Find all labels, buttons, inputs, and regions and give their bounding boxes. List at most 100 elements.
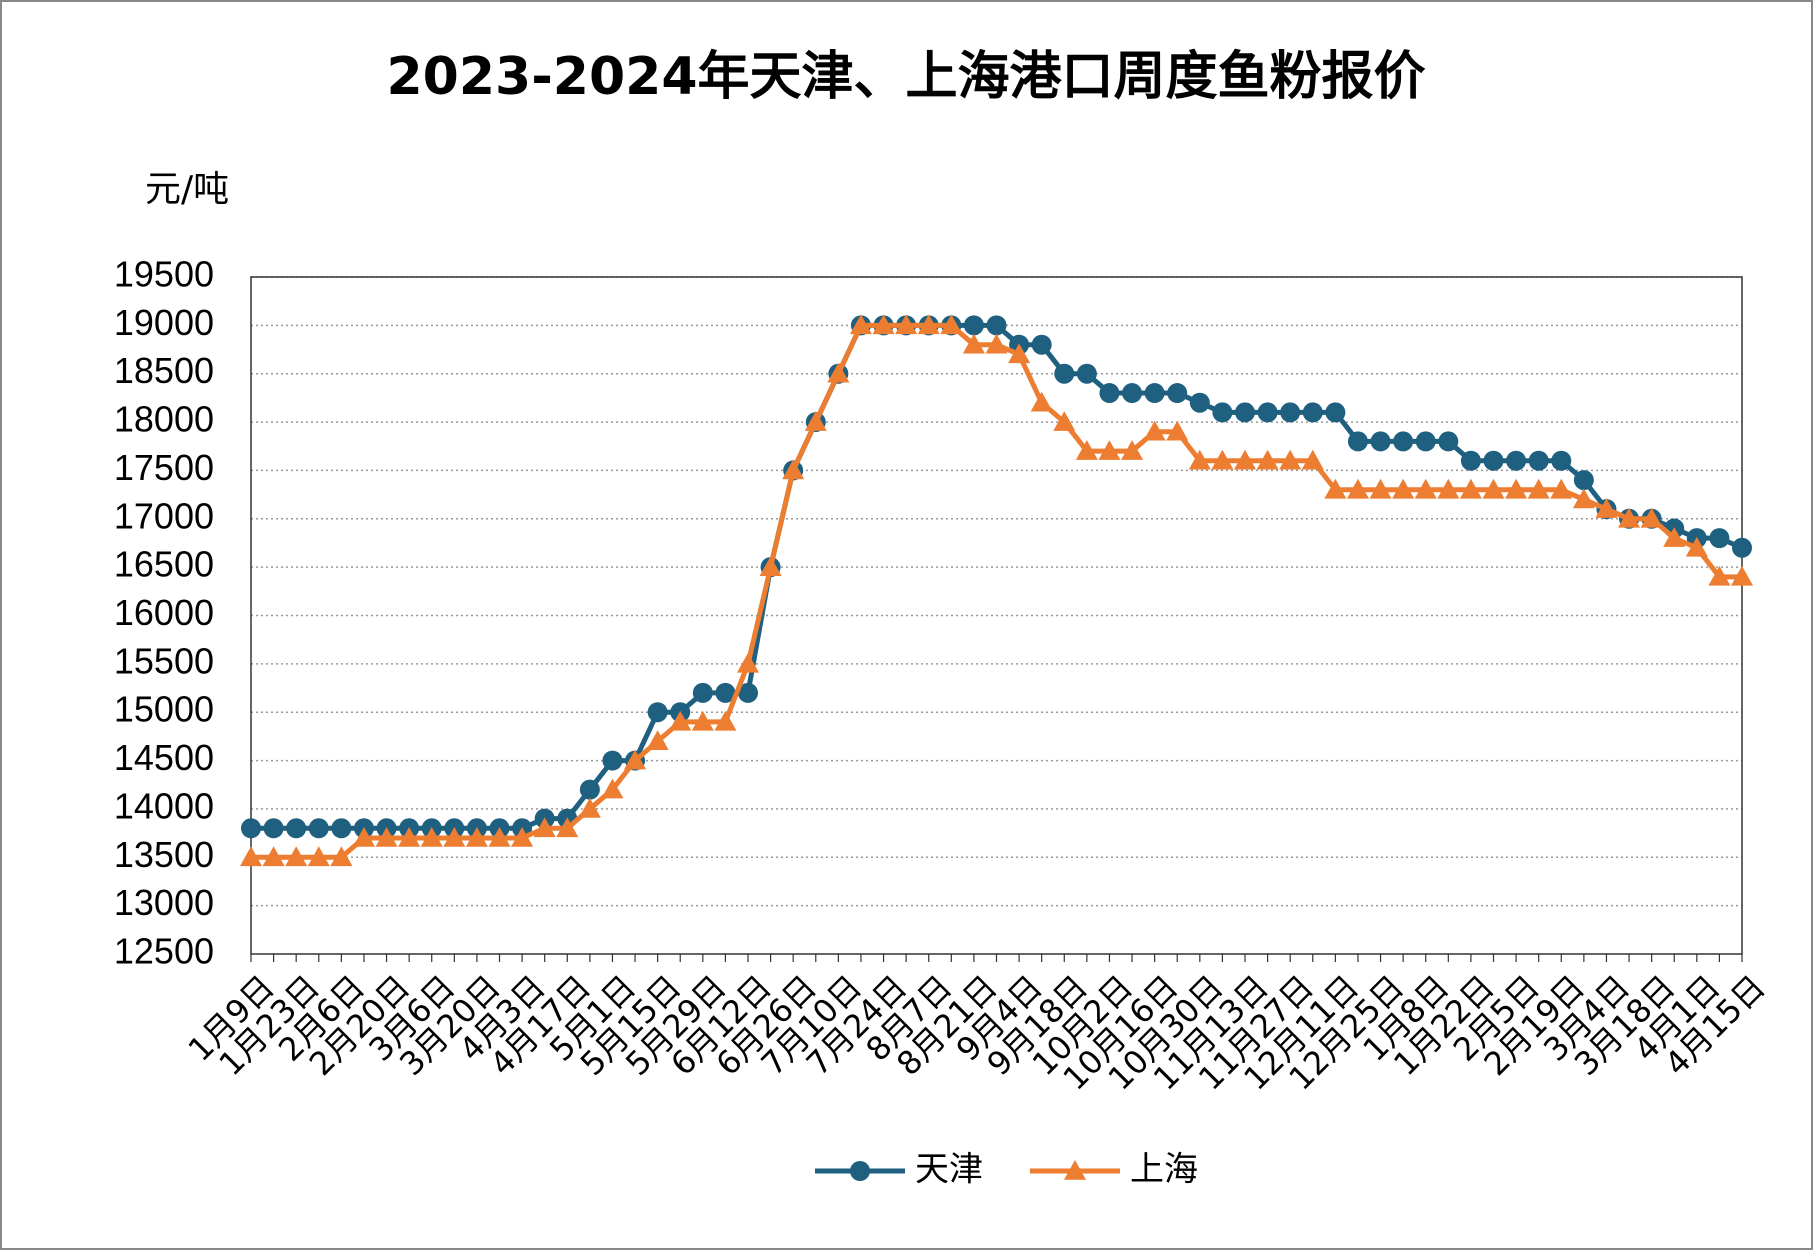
y-tick-label: 16500 <box>114 544 214 585</box>
data-point <box>1166 420 1189 441</box>
y-tick-label: 14500 <box>114 737 214 778</box>
data-point <box>1143 420 1166 441</box>
data-point <box>1618 507 1641 528</box>
data-point <box>1347 431 1368 452</box>
data-point <box>578 797 601 818</box>
data-point <box>488 826 511 847</box>
data-point <box>646 730 669 751</box>
data-point <box>1031 334 1052 355</box>
data-point <box>1437 478 1460 499</box>
data-point <box>714 710 737 731</box>
data-point <box>285 846 308 867</box>
legend-label: 上海 <box>1130 1150 1198 1190</box>
data-point <box>241 818 261 839</box>
legend-marker <box>1064 1160 1086 1180</box>
data-point <box>1595 498 1618 518</box>
data-point <box>962 333 985 354</box>
data-point <box>1573 470 1594 491</box>
y-tick-label: 19000 <box>114 302 214 343</box>
data-point <box>352 826 375 847</box>
data-point <box>1122 383 1143 404</box>
data-point <box>602 750 623 771</box>
data-point <box>1572 488 1595 509</box>
data-point <box>1438 431 1459 452</box>
data-point <box>1324 478 1347 499</box>
data-point <box>1663 527 1686 547</box>
data-point <box>1527 478 1550 499</box>
data-point <box>1008 343 1031 364</box>
y-tick-label: 17500 <box>114 447 214 488</box>
data-point <box>262 846 285 867</box>
chart-title: 2023-2024年天津、上海港口周度鱼粉报价 <box>386 47 1425 107</box>
data-point <box>443 826 466 847</box>
data-point <box>804 411 827 431</box>
data-point <box>1685 536 1708 557</box>
data-point <box>1392 478 1415 499</box>
y-tick-label: 16000 <box>114 592 214 633</box>
data-point <box>1234 449 1256 470</box>
data-point <box>1144 383 1165 404</box>
legend-marker <box>850 1161 870 1181</box>
data-point <box>1098 440 1121 460</box>
data-point <box>827 362 850 383</box>
data-point <box>420 826 443 847</box>
data-point <box>398 826 421 847</box>
data-point <box>1346 478 1369 499</box>
data-point <box>1302 402 1323 423</box>
data-point <box>511 826 534 847</box>
data-point <box>308 818 329 839</box>
data-point <box>782 459 805 480</box>
data-point <box>715 682 736 703</box>
data-point <box>1483 450 1504 471</box>
data-point <box>759 556 782 576</box>
data-point <box>1167 383 1188 404</box>
y-tick-label: 18000 <box>114 399 214 440</box>
data-point <box>1551 450 1572 471</box>
data-point <box>1482 478 1505 499</box>
data-point <box>738 682 758 703</box>
data-point <box>669 710 692 731</box>
data-point <box>985 333 1008 354</box>
data-point <box>1369 478 1392 499</box>
y-tick-label: 19500 <box>114 254 214 295</box>
data-point <box>1459 478 1482 499</box>
data-point <box>1189 392 1210 413</box>
data-point <box>1256 449 1279 470</box>
data-point <box>1076 363 1097 384</box>
data-point <box>963 315 984 336</box>
data-point <box>1030 391 1053 412</box>
y-tick-label: 15000 <box>114 689 214 730</box>
y-tick-label: 17000 <box>114 495 214 536</box>
data-point <box>263 818 284 839</box>
data-point <box>849 314 872 335</box>
data-point <box>556 817 579 838</box>
data-point <box>1731 565 1753 586</box>
data-point <box>533 817 556 838</box>
data-point <box>940 314 963 335</box>
data-point <box>465 826 488 847</box>
y-tick-label: 14000 <box>114 785 214 826</box>
data-point <box>917 314 940 335</box>
data-point <box>1121 440 1144 460</box>
data-point <box>286 818 307 839</box>
data-point <box>1053 411 1076 431</box>
data-point <box>1075 440 1098 460</box>
data-point <box>1708 565 1731 586</box>
data-point <box>624 749 647 770</box>
data-point <box>1301 449 1324 470</box>
data-point <box>1211 449 1234 470</box>
data-point <box>872 314 895 335</box>
data-point <box>1212 402 1233 423</box>
data-point <box>1640 507 1663 528</box>
data-point <box>579 779 600 800</box>
data-point <box>601 778 624 799</box>
data-point <box>307 846 330 867</box>
data-point <box>737 652 759 673</box>
data-point <box>1393 431 1414 452</box>
data-point <box>1280 402 1301 423</box>
data-point <box>1054 363 1075 384</box>
data-point <box>1528 450 1549 471</box>
y-tick-label: 13000 <box>114 882 214 923</box>
